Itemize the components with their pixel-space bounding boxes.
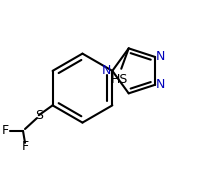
- Text: N: N: [156, 50, 165, 63]
- Text: HS: HS: [111, 73, 128, 86]
- Text: F: F: [2, 125, 9, 138]
- Text: F: F: [21, 140, 29, 153]
- Text: N: N: [102, 64, 111, 77]
- Text: S: S: [35, 109, 43, 122]
- Text: N: N: [156, 78, 165, 91]
